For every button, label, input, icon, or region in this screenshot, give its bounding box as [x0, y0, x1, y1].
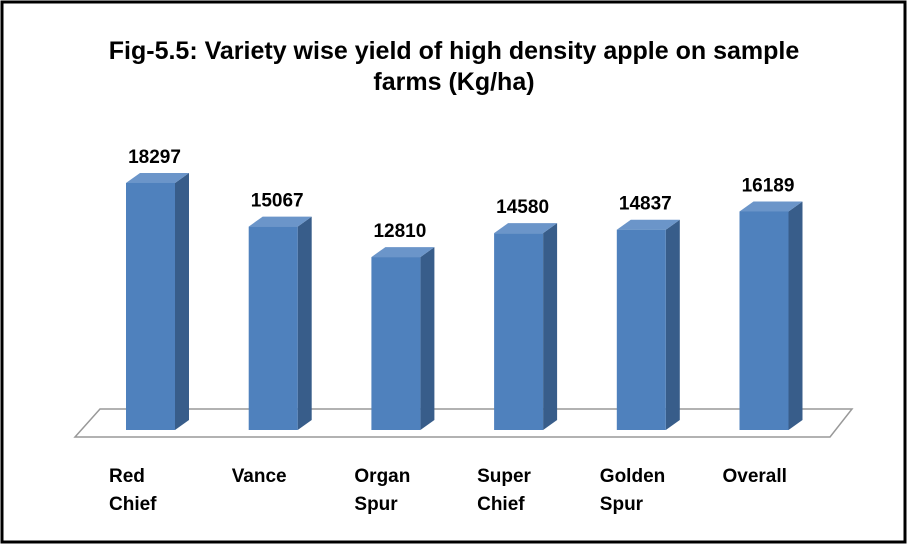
bar-top: [739, 201, 803, 212]
chart-title-text: Fig-5.5: Variety wise yield of high dens…: [108, 37, 800, 96]
value-label: 14580: [496, 197, 549, 218]
bar-side: [788, 201, 803, 430]
value-label: 16189: [742, 175, 795, 196]
bar-top: [126, 172, 189, 183]
x-tick-label: Organ Spur: [354, 466, 411, 515]
floor: [73, 408, 854, 438]
bar-front: [616, 229, 666, 430]
bar-side: [175, 172, 189, 431]
x-tick-label: Vance: [231, 466, 287, 487]
value-label: 12810: [373, 221, 426, 242]
bar: [126, 172, 189, 431]
bar-side: [420, 247, 435, 430]
x-tick-label: Red Chief: [109, 466, 157, 515]
bar: [616, 219, 680, 430]
bar-top: [248, 216, 312, 227]
x-tick-label: Overall: [722, 466, 787, 487]
chart-title: Fig-5.5: Variety wise yield of high dens…: [0, 36, 908, 98]
bar: [248, 216, 312, 430]
bar-side: [543, 223, 558, 430]
bar-front: [248, 226, 298, 430]
bar-top: [494, 223, 558, 234]
bar: [494, 223, 558, 430]
bar: [739, 201, 803, 430]
bar-front: [494, 233, 544, 430]
bar-top: [616, 219, 680, 230]
bar: [371, 247, 435, 430]
value-label: 14837: [619, 194, 672, 215]
bar-side: [297, 216, 312, 430]
bar-side: [665, 219, 680, 430]
x-tick-label: Golden Spur: [599, 466, 666, 515]
bar-top: [371, 247, 435, 258]
value-label: 15067: [251, 191, 304, 212]
x-tick-label: Super Chief: [477, 466, 531, 515]
value-label: 18297: [128, 147, 181, 168]
bar-front: [739, 211, 789, 430]
bar-front: [126, 182, 175, 430]
bar-front: [371, 257, 421, 430]
